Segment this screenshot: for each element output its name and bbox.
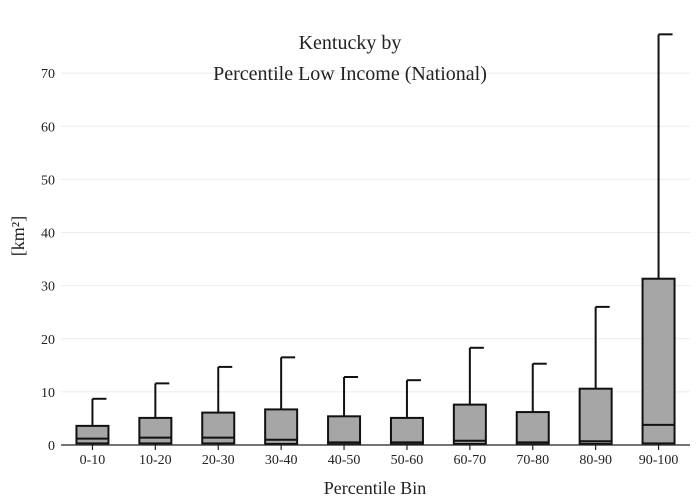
- box-40-50: [327, 376, 362, 446]
- box-iqr: [515, 411, 550, 446]
- box-10-20: [138, 382, 173, 445]
- x-tick-label: 10-20: [139, 453, 172, 468]
- y-tick-label: 60: [41, 120, 55, 135]
- y-tick-label: 70: [41, 67, 55, 82]
- box-iqr: [452, 403, 487, 445]
- box-iqr: [138, 416, 173, 445]
- box-iqr: [389, 416, 424, 446]
- grid-layer: [61, 72, 690, 393]
- chart-title-line-1: Kentucky by: [299, 32, 402, 54]
- x-tick-label: 80-90: [579, 453, 612, 468]
- x-tick-label: 50-60: [391, 453, 424, 468]
- axis-layer: 0 10 20 30 40 50 60 70 0-10 10-20 20-30 30-40 40-50 5…: [41, 67, 690, 468]
- y-tick-label: 10: [41, 386, 55, 401]
- y-tick-label: 20: [41, 333, 55, 348]
- x-tick-label: 70-80: [516, 453, 549, 468]
- y-tick-label: 30: [41, 280, 55, 295]
- y-axis-title: [km²]: [8, 216, 28, 256]
- box-90-100: [641, 33, 676, 445]
- chart-title-line-2: Percentile Low Income (National): [213, 63, 487, 85]
- y-tick-label: 0: [48, 439, 55, 454]
- x-tick-label: 90-100: [639, 453, 679, 468]
- box-iqr: [201, 411, 236, 445]
- x-tick-label: 20-30: [202, 453, 235, 468]
- x-axis-title: Percentile Bin: [324, 478, 426, 498]
- box-60-70: [452, 346, 487, 445]
- box-iqr: [641, 277, 676, 445]
- x-tick-label: 40-50: [328, 453, 361, 468]
- box-50-60: [389, 379, 424, 446]
- box-0-10: [75, 397, 110, 445]
- y-tick-label: 50: [41, 173, 55, 188]
- box-30-40: [264, 356, 299, 445]
- box-70-80: [515, 362, 550, 446]
- text-layer: Kentucky by Percentile Low Income (Natio…: [8, 32, 487, 498]
- y-tick-label: 40: [41, 227, 55, 242]
- x-tick-label: 30-40: [265, 453, 298, 468]
- x-tick-label: 0-10: [80, 453, 106, 468]
- box-iqr: [75, 424, 110, 445]
- box-80-90: [578, 305, 613, 445]
- x-tick-label: 60-70: [454, 453, 487, 468]
- box-iqr: [578, 387, 613, 445]
- box-20-30: [201, 365, 236, 445]
- box-iqr: [264, 408, 299, 445]
- box-layer: [75, 33, 676, 446]
- box-iqr: [327, 415, 362, 446]
